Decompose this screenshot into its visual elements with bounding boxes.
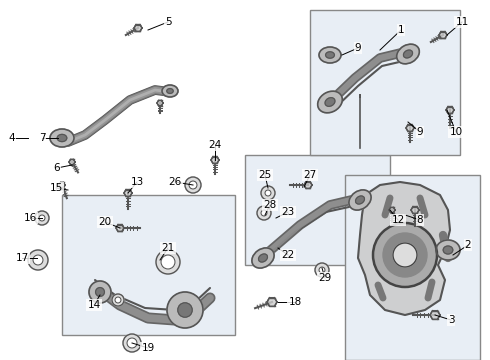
Circle shape	[123, 334, 141, 352]
Ellipse shape	[50, 129, 74, 147]
Text: 7: 7	[39, 133, 45, 143]
Polygon shape	[411, 207, 419, 213]
Circle shape	[28, 250, 48, 270]
Ellipse shape	[319, 47, 341, 63]
Text: 16: 16	[24, 213, 37, 223]
Text: 15: 15	[49, 183, 63, 193]
Circle shape	[261, 210, 267, 216]
Ellipse shape	[57, 134, 67, 141]
Text: 17: 17	[15, 253, 28, 263]
Polygon shape	[157, 100, 163, 105]
Text: 4: 4	[9, 133, 15, 143]
Bar	[310, 10, 460, 155]
Circle shape	[185, 177, 201, 193]
Polygon shape	[134, 24, 142, 31]
Polygon shape	[446, 107, 454, 113]
Text: 14: 14	[87, 300, 100, 310]
Circle shape	[127, 338, 137, 348]
Text: 18: 18	[289, 297, 302, 307]
Ellipse shape	[443, 246, 453, 254]
Circle shape	[39, 215, 45, 221]
Ellipse shape	[89, 281, 111, 303]
Ellipse shape	[397, 44, 419, 64]
Ellipse shape	[325, 98, 335, 106]
Circle shape	[189, 181, 197, 189]
Text: 9: 9	[355, 43, 361, 53]
Text: 10: 10	[449, 127, 463, 137]
Text: 3: 3	[448, 315, 454, 325]
Polygon shape	[124, 189, 132, 197]
Text: 21: 21	[161, 243, 174, 253]
Circle shape	[319, 267, 325, 273]
Circle shape	[315, 263, 329, 277]
Circle shape	[115, 297, 121, 303]
Text: 13: 13	[130, 177, 144, 187]
Text: 11: 11	[455, 17, 468, 27]
Ellipse shape	[318, 91, 343, 113]
Ellipse shape	[356, 196, 365, 204]
Polygon shape	[211, 157, 219, 163]
Polygon shape	[406, 125, 414, 131]
Ellipse shape	[259, 254, 268, 262]
Ellipse shape	[436, 240, 460, 260]
Text: 5: 5	[165, 17, 172, 27]
Text: 6: 6	[54, 163, 60, 173]
Polygon shape	[389, 207, 395, 213]
Circle shape	[261, 186, 275, 200]
Circle shape	[373, 223, 437, 287]
Circle shape	[383, 233, 427, 277]
Text: 26: 26	[169, 177, 182, 187]
Text: 2: 2	[465, 240, 471, 250]
Polygon shape	[439, 32, 447, 39]
Circle shape	[33, 255, 43, 265]
Text: 24: 24	[208, 140, 221, 150]
Polygon shape	[358, 182, 450, 315]
Text: 29: 29	[318, 273, 332, 283]
Circle shape	[393, 243, 417, 267]
Polygon shape	[69, 159, 75, 165]
Text: 27: 27	[303, 170, 317, 180]
Text: 12: 12	[392, 215, 405, 225]
Text: 25: 25	[258, 170, 271, 180]
Circle shape	[156, 250, 180, 274]
Bar	[245, 155, 390, 265]
Polygon shape	[267, 298, 277, 306]
Text: 1: 1	[398, 25, 404, 35]
Text: 20: 20	[98, 217, 112, 227]
Bar	[345, 175, 480, 360]
Circle shape	[35, 211, 49, 225]
Ellipse shape	[178, 303, 192, 317]
Ellipse shape	[325, 52, 334, 58]
Text: 23: 23	[281, 207, 294, 217]
Ellipse shape	[403, 50, 413, 58]
Ellipse shape	[167, 89, 173, 93]
Polygon shape	[116, 225, 124, 231]
Text: 22: 22	[281, 250, 294, 260]
Ellipse shape	[252, 248, 274, 268]
Circle shape	[265, 190, 271, 196]
Polygon shape	[430, 311, 440, 319]
Ellipse shape	[349, 190, 371, 210]
Bar	[62, 195, 235, 335]
Text: 28: 28	[264, 200, 277, 210]
Circle shape	[161, 255, 175, 269]
Polygon shape	[304, 181, 312, 189]
Circle shape	[112, 294, 124, 306]
Circle shape	[257, 206, 271, 220]
Text: 19: 19	[142, 343, 155, 353]
Text: 8: 8	[416, 215, 423, 225]
Ellipse shape	[162, 85, 178, 97]
Ellipse shape	[96, 288, 104, 296]
Text: 9: 9	[416, 127, 423, 137]
Ellipse shape	[167, 292, 203, 328]
Polygon shape	[59, 183, 65, 188]
